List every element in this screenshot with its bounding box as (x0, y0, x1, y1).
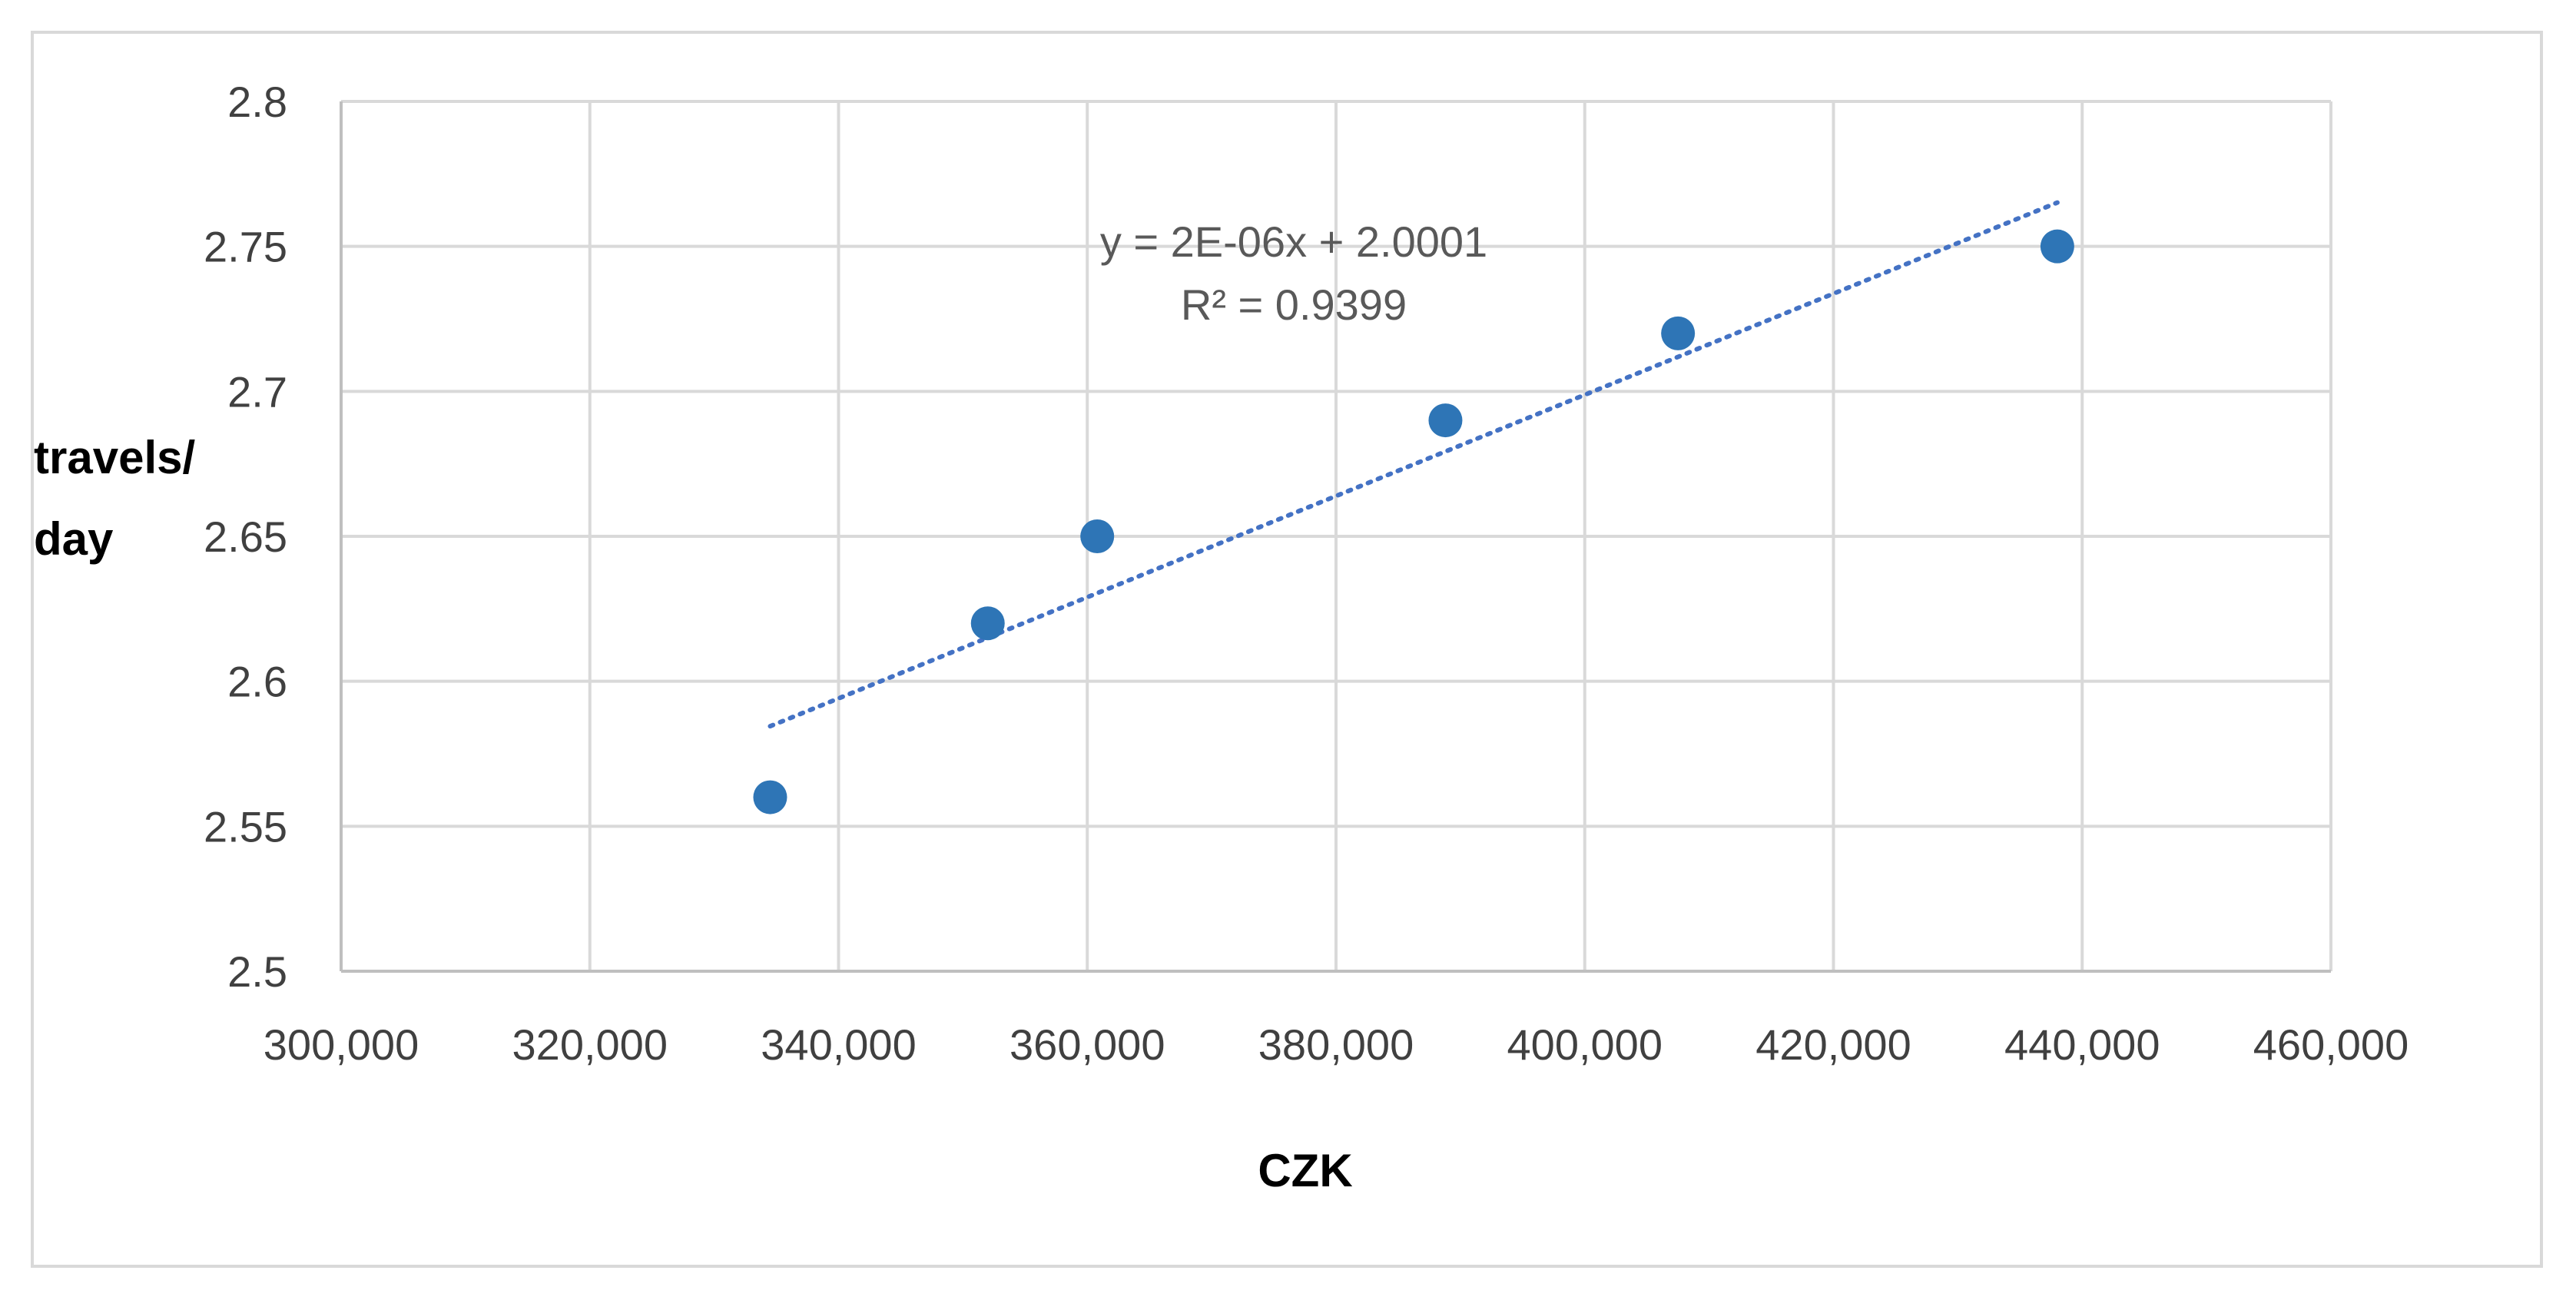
y-axis-title: day (34, 513, 114, 565)
y-axis-title: travels/ (34, 432, 195, 483)
x-tick-label: 460,000 (2253, 1020, 2409, 1069)
trendline-r-squared: R² = 0.9399 (1181, 280, 1407, 329)
x-axis-title: CZK (1258, 1145, 1352, 1196)
y-tick-label: 2.5 (227, 947, 287, 996)
x-tick-label: 360,000 (1010, 1020, 1165, 1069)
data-point (2040, 229, 2074, 264)
points-layer (753, 229, 2074, 814)
x-tick-label: 420,000 (1755, 1020, 1911, 1069)
data-point (970, 606, 1005, 641)
axis-layer (340, 101, 2331, 973)
y-tick-label: 2.65 (204, 512, 287, 561)
trendline (767, 200, 2060, 729)
label-layer: 2.5 2.55 2.6 2.65 2.7 2.75 2.8 300,000 320,000 34… (34, 78, 2409, 1196)
data-point (1661, 316, 1696, 350)
x-tick-label: 340,000 (761, 1020, 916, 1069)
y-tick-label: 2.55 (204, 802, 287, 851)
y-tick-label: 2.6 (227, 658, 287, 706)
x-tick-label: 300,000 (264, 1020, 419, 1069)
trendline-layer (767, 200, 2060, 729)
chart-frame: 2.5 2.55 2.6 2.65 2.7 2.75 2.8 300,000 320,000 34… (31, 31, 2543, 1268)
y-tick-label: 2.8 (227, 78, 287, 126)
y-tick-label: 2.75 (204, 223, 287, 271)
data-point (1080, 519, 1115, 553)
data-point (753, 780, 787, 814)
trendline-equation: y = 2E-06x + 2.0001 (1100, 217, 1487, 266)
y-tick-label: 2.7 (227, 367, 287, 416)
x-tick-label: 440,000 (2004, 1020, 2160, 1069)
x-tick-label: 400,000 (1507, 1020, 1663, 1069)
data-point (1428, 403, 1463, 438)
scatter-chart: 2.5 2.55 2.6 2.65 2.7 2.75 2.8 300,000 320,000 34… (34, 78, 2409, 1196)
x-tick-label: 380,000 (1258, 1020, 1414, 1069)
x-tick-label: 320,000 (512, 1020, 668, 1069)
grid-layer (341, 100, 2332, 971)
